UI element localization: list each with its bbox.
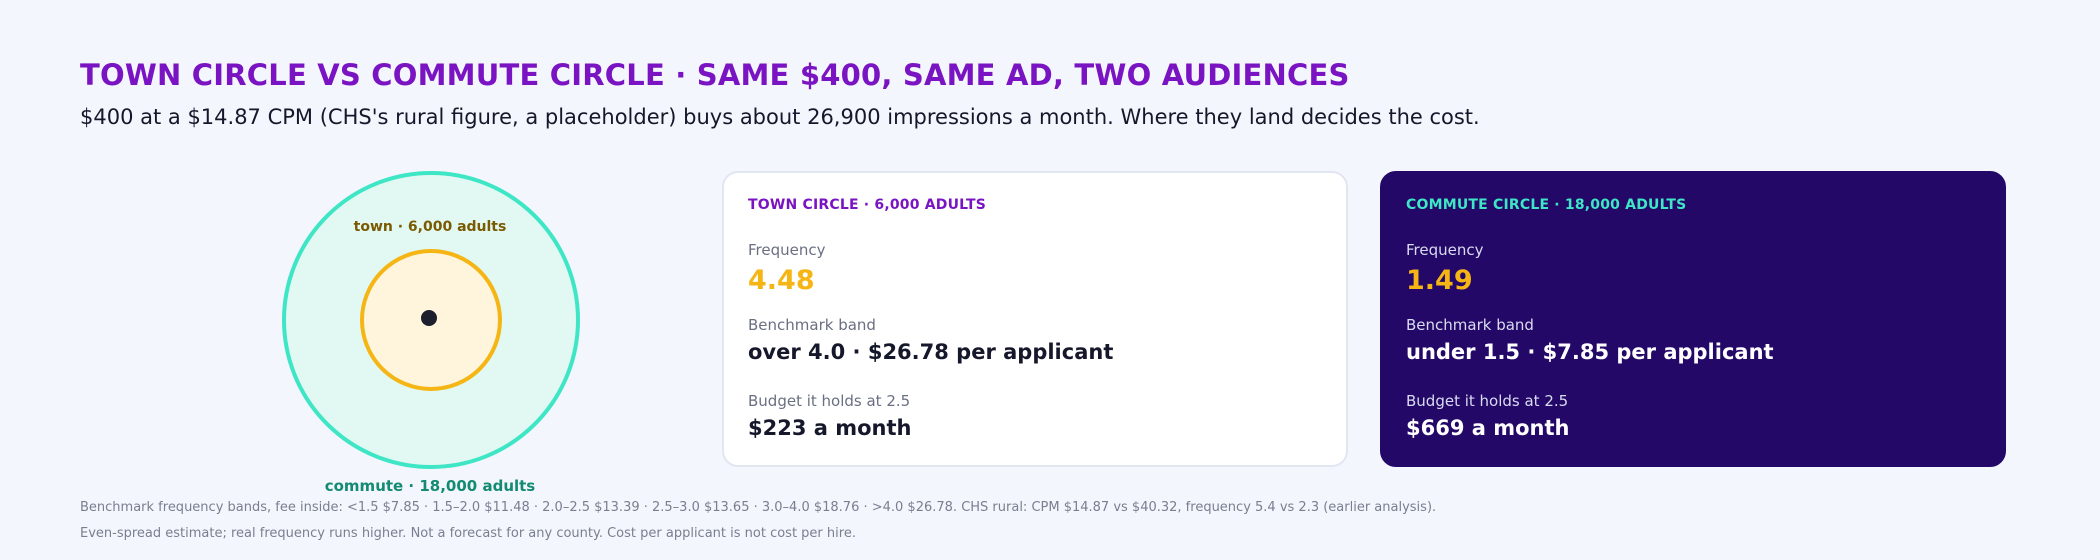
benchmark-band-label: Benchmark band — [1406, 316, 1534, 334]
budget-value: $223 a month — [748, 416, 912, 440]
benchmark-band-value: over 4.0 · $26.78 per applicant — [748, 340, 1114, 364]
audience-circles-diagram: town · 6,000 adults commute · 18,000 adu… — [270, 165, 590, 505]
benchmark-band-value: under 1.5 · $7.85 per applicant — [1406, 340, 1774, 364]
budget-label: Budget it holds at 2.5 — [1406, 392, 1569, 410]
town-circle-card: TOWN CIRCLE · 6,000 ADULTS Frequency 4.4… — [722, 171, 1348, 467]
commute-circle-card: COMMUTE CIRCLE · 18,000 ADULTS Frequency… — [1380, 171, 2006, 467]
benchmark-band-label: Benchmark band — [748, 316, 876, 334]
frequency-value: 1.49 — [1406, 265, 1473, 296]
budget-label: Budget it holds at 2.5 — [748, 392, 911, 410]
card-heading: TOWN CIRCLE · 6,000 ADULTS — [748, 197, 986, 213]
frequency-label: Frequency — [1406, 241, 1484, 259]
page-title: TOWN CIRCLE VS COMMUTE CIRCLE · SAME $40… — [80, 58, 1350, 92]
footnote-disclaimer: Even-spread estimate; real frequency run… — [80, 526, 856, 541]
frequency-label: Frequency — [748, 241, 826, 259]
footnote-benchmarks: Benchmark frequency bands, fee inside: <… — [80, 500, 1437, 515]
page-subtitle: $400 at a $14.87 CPM (CHS's rural figure… — [80, 105, 1480, 129]
commute-circle-label: commute · 18,000 adults — [324, 477, 536, 495]
town-center-dot — [421, 310, 437, 326]
card-heading: COMMUTE CIRCLE · 18,000 ADULTS — [1406, 197, 1687, 213]
budget-value: $669 a month — [1406, 416, 1570, 440]
frequency-value: 4.48 — [748, 265, 815, 296]
town-circle-label: town · 6,000 adults — [353, 219, 507, 235]
